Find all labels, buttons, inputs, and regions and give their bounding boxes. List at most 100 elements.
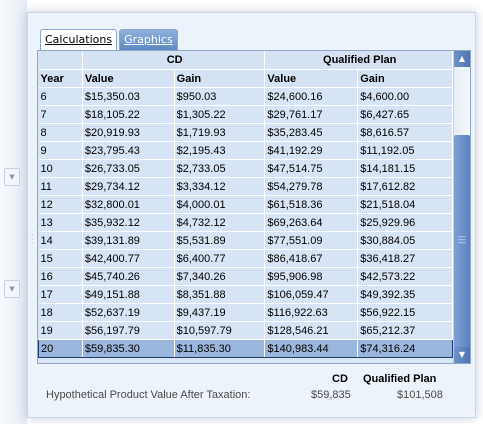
table-row[interactable]: 7 $18,105.22 $1,305.22 $29,761.17 $6,427.65 — [38, 105, 453, 124]
summary-qp-value: $101,508 — [397, 389, 443, 401]
tab-strip: Calculations Graphics — [40, 29, 180, 50]
splitter-grip-icon[interactable]: · · · — [31, 231, 34, 248]
table-row[interactable]: 14 $39,131.89 $5,531.89 $77,551.09 $30,884.0… — [38, 231, 453, 250]
cell-qp-value: $77,551.09 — [264, 231, 359, 250]
column-header-qp-value[interactable]: Value — [264, 69, 359, 88]
cell-qp-value: $54,279.78 — [264, 177, 359, 196]
cell-qp-value: $61,518.36 — [264, 195, 359, 214]
cell-qp-value: $24,600.16 — [264, 87, 359, 106]
cell-cd-value: $49,151.88 — [82, 285, 175, 304]
table-row[interactable]: 20 $59,835.30 $11,835.30 $140,983.44 $74,316… — [38, 339, 453, 358]
table-row[interactable]: 8 $20,919.93 $1,719.93 $35,283.45 $8,616.57 — [38, 123, 453, 142]
cell-cd-value: $56,197.79 — [82, 321, 175, 340]
chevron-down-icon: ▼ — [9, 285, 15, 293]
cell-cd-value: $20,919.93 — [82, 123, 175, 142]
cell-year: 13 — [38, 213, 83, 232]
scroll-up-button[interactable]: ▲ — [454, 51, 470, 67]
column-header-row: Year Value Gain Value Gain — [38, 69, 453, 88]
table-row[interactable]: 6 $15,350.03 $950.03 $24,600.16 $4,600.00 — [38, 87, 453, 106]
calculations-grid: CD Qualified Plan Year Value Gain Value … — [37, 50, 471, 364]
cell-qp-value: $106,059.47 — [264, 285, 359, 304]
cell-qp-gain: $6,427.65 — [357, 105, 453, 124]
cell-qp-value: $116,922.63 — [264, 303, 359, 322]
cell-qp-gain: $56,922.15 — [357, 303, 453, 322]
cell-qp-gain: $25,929.96 — [357, 213, 453, 232]
chevron-down-icon: ▼ — [458, 350, 466, 359]
cell-year: 14 — [38, 231, 83, 250]
column-header-cd-value[interactable]: Value — [82, 69, 175, 88]
table-row[interactable]: 13 $35,932.12 $4,732.12 $69,263.64 $25,929.9… — [38, 213, 453, 232]
cell-qp-gain: $36,418.27 — [357, 249, 453, 268]
cell-year: 18 — [38, 303, 83, 322]
cell-qp-value: $128,546.21 — [264, 321, 359, 340]
cell-year: 10 — [38, 159, 83, 178]
table-row[interactable]: 19 $56,197.79 $10,597.79 $128,546.21 $65,212… — [38, 321, 453, 340]
cell-year: 9 — [38, 141, 83, 160]
cell-cd-gain: $4,732.12 — [174, 213, 266, 232]
tab-calculations[interactable]: Calculations — [40, 29, 118, 50]
cell-qp-value: $41,192.29 — [264, 141, 359, 160]
cell-qp-value: $69,263.64 — [264, 213, 359, 232]
cell-qp-gain: $74,316.24 — [357, 339, 453, 358]
cell-qp-gain: $8,616.57 — [357, 123, 453, 142]
cell-cd-value: $45,740.26 — [82, 267, 175, 286]
table-row[interactable]: 12 $32,800.01 $4,000.01 $61,518.36 $21,518.0… — [38, 195, 453, 214]
tab-graphics[interactable]: Graphics — [119, 29, 178, 50]
group-header-row: CD Qualified Plan — [38, 51, 453, 70]
cell-cd-value: $15,350.03 — [82, 87, 175, 106]
cell-cd-gain: $10,597.79 — [174, 321, 266, 340]
cell-qp-value: $95,906.98 — [264, 267, 359, 286]
thumb-grip-icon: — — — — [458, 232, 466, 247]
cell-cd-value: $26,733.05 — [82, 159, 175, 178]
cell-year: 8 — [38, 123, 83, 142]
cell-cd-gain: $6,400.77 — [174, 249, 266, 268]
cell-qp-value: $86,418.67 — [264, 249, 359, 268]
column-header-year[interactable]: Year — [38, 69, 83, 88]
group-header-empty — [38, 51, 83, 70]
cell-year: 19 — [38, 321, 83, 340]
cell-cd-value: $39,131.89 — [82, 231, 175, 250]
cell-qp-value: $140,983.44 — [264, 339, 359, 358]
cell-cd-value: $59,835.30 — [82, 339, 175, 358]
table-row[interactable]: 18 $52,637.19 $9,437.19 $116,922.63 $56,922.… — [38, 303, 453, 322]
scroll-down-button[interactable]: ▼ — [454, 347, 470, 363]
cell-cd-value: $29,734.12 — [82, 177, 175, 196]
cell-cd-gain: $2,195.43 — [174, 141, 266, 160]
cell-cd-gain: $4,000.01 — [174, 195, 266, 214]
cell-cd-gain: $2,733.05 — [174, 159, 266, 178]
cell-qp-value: $29,761.17 — [264, 105, 359, 124]
cell-qp-gain: $4,600.00 — [357, 87, 453, 106]
cell-qp-gain: $30,884.05 — [357, 231, 453, 250]
left-expand-handle-top[interactable]: ▼ — [4, 168, 20, 186]
cell-cd-value: $23,795.43 — [82, 141, 175, 160]
column-header-cd-gain[interactable]: Gain — [174, 69, 266, 88]
left-side-panel: ▼ ▼ — [0, 0, 27, 424]
chevron-down-icon: ▼ — [9, 173, 15, 181]
table-body: 6 $15,350.03 $950.03 $24,600.16 $4,600.00 7 $1… — [38, 87, 453, 358]
summary-header-qualified-plan: Qualified Plan — [363, 373, 437, 385]
cell-cd-gain: $11,835.30 — [174, 339, 266, 358]
summary-cd-value: $59,835 — [311, 389, 351, 401]
table-row[interactable]: 15 $42,400.77 $6,400.77 $86,418.67 $36,418.2… — [38, 249, 453, 268]
cell-cd-value: $52,637.19 — [82, 303, 175, 322]
cell-cd-gain: $9,437.19 — [174, 303, 266, 322]
table-row[interactable]: 16 $45,740.26 $7,340.26 $95,906.98 $42,573.2… — [38, 267, 453, 286]
cell-cd-gain: $1,305.22 — [174, 105, 266, 124]
summary-header-cd: CD — [332, 373, 348, 385]
left-expand-handle-bottom[interactable]: ▼ — [4, 280, 20, 298]
cell-cd-value: $32,800.01 — [82, 195, 175, 214]
table-row[interactable]: 10 $26,733.05 $2,733.05 $47,514.75 $14,181.1… — [38, 159, 453, 178]
cell-qp-gain: $42,573.22 — [357, 267, 453, 286]
table-row[interactable]: 11 $29,734.12 $3,334.12 $54,279.78 $17,612.8… — [38, 177, 453, 196]
table-row[interactable]: 9 $23,795.43 $2,195.43 $41,192.29 $11,192.05 — [38, 141, 453, 160]
cell-qp-value: $47,514.75 — [264, 159, 359, 178]
column-header-qp-gain[interactable]: Gain — [357, 69, 453, 88]
group-header-cd: CD — [82, 51, 266, 70]
table-row[interactable]: 17 $49,151.88 $8,351.88 $106,059.47 $49,392.… — [38, 285, 453, 304]
vertical-scrollbar[interactable]: ▲ — — — ▼ — [453, 51, 470, 363]
summary-label: Hypothetical Product Value After Taxatio… — [46, 389, 251, 401]
scroll-thumb[interactable]: — — — — [454, 135, 470, 349]
cell-qp-gain: $65,212.37 — [357, 321, 453, 340]
cell-qp-value: $35,283.45 — [264, 123, 359, 142]
cell-cd-value: $42,400.77 — [82, 249, 175, 268]
